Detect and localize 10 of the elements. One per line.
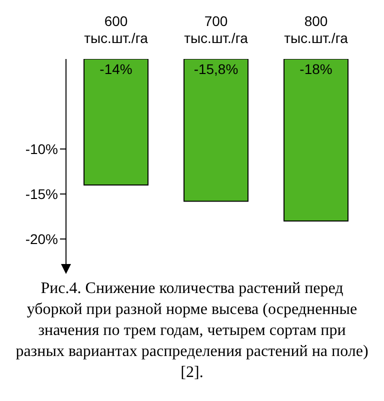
x-tick-label: 600 тыс.шт./га bbox=[84, 13, 148, 46]
data-label: -18% bbox=[300, 61, 332, 77]
data-label: -15,8% bbox=[194, 61, 238, 77]
x-tick-label: 800 тыс.шт./га bbox=[284, 13, 348, 46]
y-tick-label: -10% bbox=[25, 140, 58, 157]
y-tick-label: -15% bbox=[25, 186, 58, 202]
text: Рис.4. Снижение количества растений перед уборкой при разной норме высева (осредненные значения по трем годам, четырем сортам при разных вариантах распределения растений на поле) [2]. bbox=[14, 279, 370, 383]
y-tick-label: -20% bbox=[25, 230, 58, 247]
x-tick-label: 700 тыс.шт./га bbox=[184, 13, 248, 46]
data-label: -14% bbox=[100, 61, 132, 77]
